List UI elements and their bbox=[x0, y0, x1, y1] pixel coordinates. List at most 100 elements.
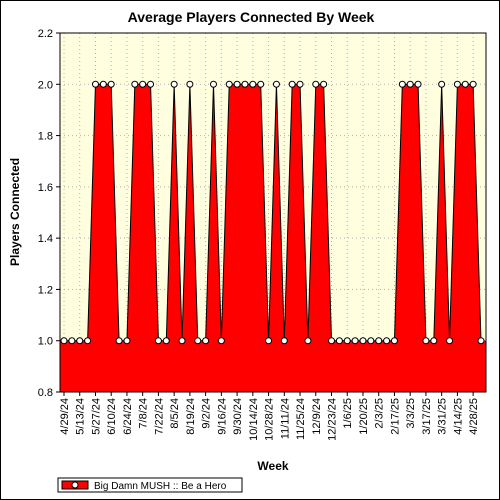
x-tick-label: 2/17/25 bbox=[389, 398, 401, 435]
x-tick-label: 3/31/25 bbox=[437, 398, 449, 435]
data-point bbox=[390, 337, 398, 345]
data-point bbox=[186, 80, 194, 88]
data-point bbox=[265, 337, 273, 345]
data-point bbox=[139, 80, 147, 88]
data-point bbox=[147, 80, 155, 88]
y-tick-label: 0.8 bbox=[38, 387, 53, 399]
data-point bbox=[359, 337, 367, 345]
x-tick-label: 8/19/24 bbox=[185, 398, 197, 435]
series-group bbox=[60, 80, 486, 393]
data-point bbox=[414, 80, 422, 88]
data-point bbox=[115, 337, 123, 345]
x-tick-label: 7/8/24 bbox=[138, 398, 150, 429]
x-tick-label: 8/5/24 bbox=[169, 398, 181, 429]
plot-border bbox=[59, 32, 487, 393]
x-axis-label: Week bbox=[257, 459, 288, 473]
data-point bbox=[249, 80, 257, 88]
data-point bbox=[154, 337, 162, 345]
data-point bbox=[288, 80, 296, 88]
y-tick-label: 1.4 bbox=[38, 233, 53, 245]
data-point bbox=[446, 337, 454, 345]
data-point bbox=[335, 337, 343, 345]
data-point bbox=[233, 80, 241, 88]
data-point bbox=[406, 80, 414, 88]
y-tick-label: 2.0 bbox=[38, 79, 53, 91]
y-tick-label: 1.2 bbox=[38, 284, 53, 296]
data-point bbox=[328, 337, 336, 345]
x-tick-label: 3/3/25 bbox=[405, 398, 417, 429]
x-tick-label: 9/30/24 bbox=[232, 398, 244, 435]
x-tick-label: 4/14/25 bbox=[452, 398, 464, 435]
data-point bbox=[257, 80, 265, 88]
data-point bbox=[272, 80, 280, 88]
legend-marker bbox=[71, 481, 79, 489]
data-point bbox=[304, 337, 312, 345]
data-point bbox=[383, 337, 391, 345]
data-point bbox=[162, 337, 170, 345]
x-axis-ticks: 4/29/24 5/13/24 5/27/24 6/10/24 6/24/24 7/8/2… bbox=[59, 392, 480, 441]
data-point bbox=[280, 337, 288, 345]
x-tick-label: 2/3/25 bbox=[374, 398, 386, 429]
y-tick-label: 1.6 bbox=[38, 182, 53, 194]
data-point bbox=[438, 80, 446, 88]
data-point bbox=[68, 337, 76, 345]
y-axis-ticks: 0.8 1.0 1.2 1.4 1.6 1.8 2.0 2.2 bbox=[38, 28, 60, 399]
legend-box bbox=[57, 477, 243, 493]
legend: Big Damn MUSH :: Be a Hero bbox=[57, 477, 243, 493]
data-point bbox=[320, 80, 328, 88]
x-tick-label: 12/23/24 bbox=[327, 398, 339, 441]
data-point bbox=[422, 337, 430, 345]
x-tick-label: 11/11/24 bbox=[279, 398, 291, 439]
y-tick-label: 2.2 bbox=[38, 28, 53, 40]
x-tick-label: 12/9/24 bbox=[311, 398, 323, 435]
x-tick-label: 5/27/24 bbox=[90, 398, 102, 435]
data-point bbox=[76, 337, 84, 345]
legend-label: Big Damn MUSH :: Be a Hero bbox=[94, 481, 227, 492]
x-tick-label: 4/29/24 bbox=[59, 398, 71, 435]
x-tick-label: 11/25/24 bbox=[295, 398, 307, 440]
data-point bbox=[351, 337, 359, 345]
y-tick-label: 1.8 bbox=[38, 131, 53, 143]
x-tick-label: 7/22/24 bbox=[153, 398, 165, 435]
data-point bbox=[60, 337, 68, 345]
x-tick-label: 6/10/24 bbox=[106, 398, 118, 435]
data-point bbox=[178, 337, 186, 345]
data-point bbox=[375, 337, 383, 345]
data-point bbox=[453, 80, 461, 88]
x-tick-label: 6/24/24 bbox=[122, 398, 134, 435]
data-point bbox=[170, 80, 178, 88]
data-point bbox=[107, 80, 115, 88]
x-tick-label: 9/2/24 bbox=[201, 398, 213, 429]
data-point bbox=[398, 80, 406, 88]
x-tick-label: 1/6/25 bbox=[342, 398, 354, 429]
x-tick-label: 10/28/24 bbox=[264, 398, 276, 441]
data-point bbox=[241, 80, 249, 88]
data-point bbox=[312, 80, 320, 88]
data-point bbox=[202, 337, 210, 345]
data-point bbox=[461, 80, 469, 88]
chart-title: Average Players Connected By Week bbox=[128, 9, 375, 25]
y-tick-label: 1.0 bbox=[38, 336, 53, 348]
x-tick-label: 3/17/25 bbox=[421, 398, 433, 435]
x-tick-label: 9/16/24 bbox=[216, 398, 228, 435]
x-tick-label: 4/28/25 bbox=[468, 398, 480, 435]
data-point bbox=[99, 80, 107, 88]
data-point bbox=[430, 337, 438, 345]
data-point bbox=[343, 337, 351, 345]
data-point bbox=[131, 80, 139, 88]
data-point bbox=[296, 80, 304, 88]
data-point bbox=[123, 337, 131, 345]
data-point bbox=[225, 80, 233, 88]
data-point bbox=[217, 337, 225, 345]
data-point bbox=[469, 80, 477, 88]
data-point bbox=[194, 337, 202, 345]
y-axis-label: Players Connected bbox=[8, 158, 22, 266]
data-point bbox=[477, 337, 485, 345]
data-point bbox=[209, 80, 217, 88]
x-tick-label: 1/20/25 bbox=[358, 398, 370, 435]
x-tick-label: 10/14/24 bbox=[248, 398, 260, 441]
data-point bbox=[84, 337, 92, 345]
x-tick-label: 5/13/24 bbox=[75, 398, 87, 435]
data-point bbox=[91, 80, 99, 88]
